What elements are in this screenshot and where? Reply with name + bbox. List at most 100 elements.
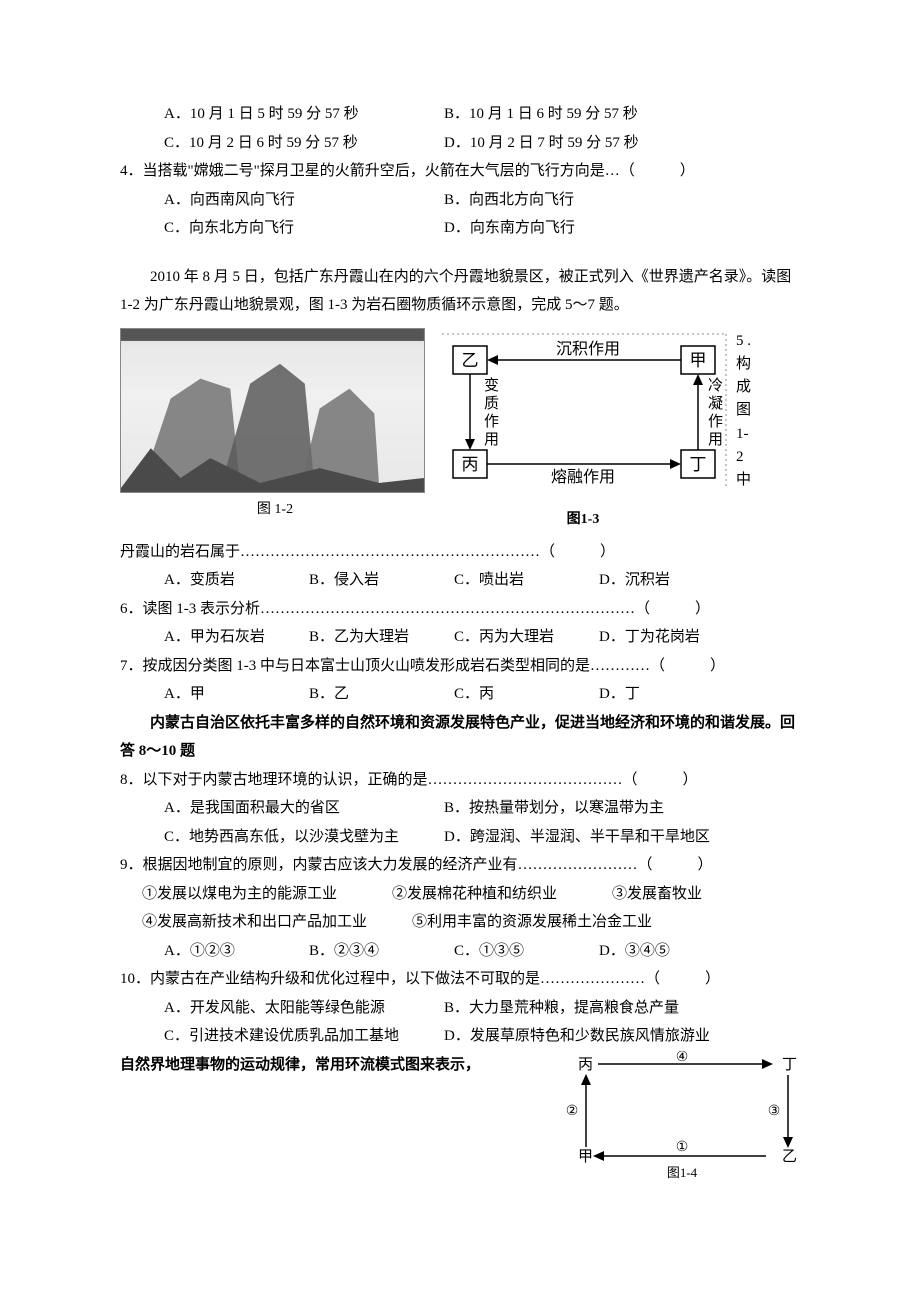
- q7-option-c: C．丙: [454, 680, 599, 709]
- q7-stem: 7．按成因分类图 1-3 中与日本富士山顶火山喷发形成岩石类型相同的是…………（…: [120, 652, 800, 681]
- passage-2-text: 内蒙古自治区依托丰富多样的自然环境和资源发展特色产业，促进当地经济和环境的和谐发…: [120, 715, 795, 760]
- svg-text:丙: 丙: [578, 1057, 593, 1073]
- svg-text:③: ③: [768, 1104, 781, 1119]
- svg-text:用: 用: [484, 432, 499, 448]
- q4-options-row1: A．向西南风向飞行 B．向西北方向飞行: [120, 186, 800, 215]
- node-bing: 丙: [462, 455, 479, 474]
- q5-side-5: 2: [736, 446, 751, 469]
- q5-side-4: 1-: [736, 423, 751, 446]
- q3-option-b: B．10 月 1 日 6 时 59 分 57 秒: [444, 100, 724, 129]
- q9-option-b: B．②③④: [309, 937, 454, 966]
- q8-option-c: C．地势西高东低，以沙漠戈壁为主: [164, 823, 444, 852]
- q4-stem: 4．当搭载"嫦娥二号"探月卫星的火箭升空后，火箭在大气层的飞行方向是…（ ）: [120, 157, 800, 186]
- q5-options: A．变质岩 B．侵入岩 C．喷出岩 D．沉积岩: [120, 566, 800, 595]
- q9-option-c: C．①③⑤: [454, 937, 599, 966]
- q8-option-a: A．是我国面积最大的省区: [164, 794, 444, 823]
- figure-1-3-caption: 图1-3: [438, 507, 728, 534]
- q6-option-a: A．甲为石灰岩: [164, 623, 309, 652]
- mountain-sketch-icon: [121, 329, 424, 493]
- figures-row: 图 1-2 乙 甲 丙 丁 沉积作用 变 质 作 用 冷: [120, 328, 800, 534]
- q9-stmt-4: ④发展高新技术和出口产品加工业: [142, 908, 392, 937]
- q8-option-b: B．按热量带划分，以寒温带为主: [444, 794, 724, 823]
- q7-option-d: D．丁: [599, 680, 744, 709]
- label-lengning-1: 冷: [708, 377, 723, 394]
- q6-option-c: C．丙为大理岩: [454, 623, 599, 652]
- q9-option-a: A．①②③: [164, 937, 309, 966]
- q5-side-2: 成: [736, 376, 751, 399]
- svg-text:作: 作: [484, 413, 499, 430]
- q5-option-c: C．喷出岩: [454, 566, 599, 595]
- figure-1-2-caption: 图 1-2: [120, 497, 430, 524]
- q8-option-d: D．跨湿润、半湿润、半干旱和干旱地区: [444, 823, 724, 852]
- q5-option-a: A．变质岩: [164, 566, 309, 595]
- q3-option-d: D．10 月 2 日 7 时 59 分 57 秒: [444, 129, 724, 158]
- svg-text:①: ①: [676, 1140, 689, 1155]
- svg-text:作: 作: [708, 413, 723, 430]
- q8-options-row1: A．是我国面积最大的省区 B．按热量带划分，以寒温带为主: [120, 794, 800, 823]
- q6-option-d: D．丁为花岗岩: [599, 623, 744, 652]
- q9-stmt-1: ①发展以煤电为主的能源工业: [142, 880, 372, 909]
- q5-option-b: B．侵入岩: [309, 566, 454, 595]
- q7-option-a: A．甲: [164, 680, 309, 709]
- q10-options-row2: C．引进技术建设优质乳品加工基地 D．发展草原特色和少数民族风情旅游业: [120, 1022, 800, 1051]
- q10-option-c: C．引进技术建设优质乳品加工基地: [164, 1022, 444, 1051]
- q4-option-b: B．向西北方向飞行: [444, 186, 724, 215]
- q10-option-b: B．大力垦荒种粮，提高粮食总产量: [444, 994, 724, 1023]
- q9-stmt-2: ②发展棉花种植和纺织业: [392, 880, 592, 909]
- q5-option-d: D．沉积岩: [599, 566, 744, 595]
- passage-3-row: 丙 丁 甲 乙 ④ ① ② ③ 图1-4 自然界地理事物的运动规律，常用环流模式…: [120, 1051, 800, 1192]
- q9-stem: 9．根据因地制宜的原则，内蒙古应该大力发展的经济产业有……………………（ ）: [120, 851, 800, 880]
- svg-text:用: 用: [708, 432, 723, 448]
- q6-option-b: B．乙为大理岩: [309, 623, 454, 652]
- node-yi: 乙: [462, 351, 479, 370]
- q4-option-d: D．向东南方向飞行: [444, 214, 724, 243]
- q8-stem: 8．以下对于内蒙古地理环境的认识，正确的是…………………………………（ ）: [120, 766, 800, 795]
- figure-1-2: 图 1-2: [120, 328, 430, 524]
- svg-text:乙: 乙: [782, 1149, 797, 1165]
- svg-text:质: 质: [484, 395, 499, 412]
- q5-side-3: 图: [736, 399, 751, 422]
- svg-text:④: ④: [676, 1051, 689, 1065]
- svg-text:甲: 甲: [578, 1149, 593, 1165]
- q9-statements-row2: ④发展高新技术和出口产品加工业 ⑤利用丰富的资源发展稀土冶金工业: [120, 908, 800, 937]
- q3-options-row2: C．10 月 2 日 6 时 59 分 57 秒 D．10 月 2 日 7 时 …: [120, 129, 800, 158]
- passage-1: 2010 年 8 月 5 日，包括广东丹霞山在内的六个丹霞地貌景区，被正式列入《…: [120, 263, 800, 320]
- svg-text:②: ②: [566, 1104, 579, 1119]
- node-ding: 丁: [690, 455, 707, 474]
- rock-cycle-diagram: 乙 甲 丙 丁 沉积作用 变 质 作 用 冷 凝 作 用: [438, 328, 728, 493]
- svg-text:丁: 丁: [782, 1057, 797, 1073]
- q10-stem: 10．内蒙古在产业结构升级和优化过程中，以下做法不可取的是…………………（ ）: [120, 965, 800, 994]
- q10-option-d: D．发展草原特色和少数民族风情旅游业: [444, 1022, 724, 1051]
- q10-option-a: A．开发风能、太阳能等绿色能源: [164, 994, 444, 1023]
- figure-1-3: 乙 甲 丙 丁 沉积作用 变 质 作 用 冷 凝 作 用: [438, 328, 728, 534]
- q4-options-row2: C．向东北方向飞行 D．向东南方向飞行: [120, 214, 800, 243]
- q6-options: A．甲为石灰岩 B．乙为大理岩 C．丙为大理岩 D．丁为花岗岩: [120, 623, 800, 652]
- q5-prefix-column: 5 . 构 成 图 1- 2 中: [736, 328, 751, 493]
- q7-options: A．甲 B．乙 C．丙 D．丁: [120, 680, 800, 709]
- q9-option-d: D．③④⑤: [599, 937, 744, 966]
- q3-options-row1: A．10 月 1 日 5 时 59 分 57 秒 B．10 月 1 日 6 时 …: [120, 100, 800, 129]
- svg-text:凝: 凝: [708, 395, 723, 412]
- figure-1-2-image: [120, 328, 425, 493]
- q8-options-row2: C．地势西高东低，以沙漠戈壁为主 D．跨湿润、半湿润、半干旱和干旱地区: [120, 823, 800, 852]
- q7-option-b: B．乙: [309, 680, 454, 709]
- passage-2: 内蒙古自治区依托丰富多样的自然环境和资源发展特色产业，促进当地经济和环境的和谐发…: [120, 709, 800, 766]
- q4-option-a: A．向西南风向飞行: [164, 186, 444, 215]
- q10-options-row1: A．开发风能、太阳能等绿色能源 B．大力垦荒种粮，提高粮食总产量: [120, 994, 800, 1023]
- figure-1-4: 丙 丁 甲 乙 ④ ① ② ③ 图1-4: [560, 1051, 800, 1192]
- q9-options: A．①②③ B．②③④ C．①③⑤ D．③④⑤: [120, 937, 800, 966]
- q3-option-c: C．10 月 2 日 6 时 59 分 57 秒: [164, 129, 444, 158]
- q9-statements-row1: ①发展以煤电为主的能源工业 ②发展棉花种植和纺织业 ③发展畜牧业: [120, 880, 800, 909]
- circulation-diagram: 丙 丁 甲 乙 ④ ① ② ③ 图1-4: [560, 1051, 800, 1181]
- q3-option-a: A．10 月 1 日 5 时 59 分 57 秒: [164, 100, 444, 129]
- label-ronghua: 熔融作用: [551, 468, 615, 486]
- q4-option-c: C．向东北方向飞行: [164, 214, 444, 243]
- q5-side-1: 构: [736, 353, 751, 376]
- q9-stmt-5: ⑤利用丰富的资源发展稀土冶金工业: [412, 908, 712, 937]
- svg-text:图1-4: 图1-4: [667, 1165, 698, 1180]
- label-chenji: 沉积作用: [556, 340, 620, 358]
- q5-side-6: 中: [736, 469, 751, 492]
- label-bianzhi-1: 变: [484, 377, 499, 394]
- q5-side-0: 5 .: [736, 330, 751, 353]
- q5-stem-suffix: 丹霞山的岩石属于……………………………………………………（ ）: [120, 538, 800, 567]
